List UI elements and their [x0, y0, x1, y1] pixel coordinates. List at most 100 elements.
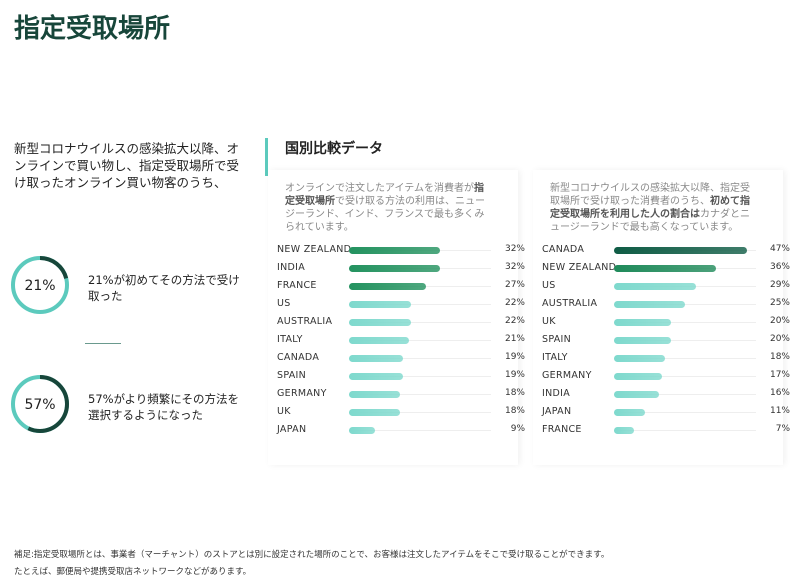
- bar: [349, 427, 375, 434]
- value-label: 17%: [769, 370, 790, 380]
- category-label: GERMANY: [542, 370, 592, 381]
- bar: [349, 247, 440, 254]
- category-label: FRANCE: [277, 280, 317, 291]
- bar: [614, 283, 697, 290]
- value-label: 9%: [510, 424, 525, 434]
- bar-track: [614, 430, 756, 431]
- bar-track: [614, 394, 756, 395]
- bar: [614, 265, 717, 272]
- category-label: AUSTRALIA: [277, 316, 333, 327]
- donut: 57%: [11, 375, 69, 433]
- value-label: 18%: [504, 388, 525, 398]
- category-label: UK: [277, 406, 291, 417]
- subtitle-part: 新型コロナウイルスの感染拡大以降、指定受取場所で受け取った消費者のうち、: [550, 183, 750, 207]
- bar: [349, 391, 401, 398]
- value-label: 32%: [504, 262, 525, 272]
- donut-arc: [11, 256, 69, 314]
- bar-track: [349, 394, 491, 395]
- value-label: 27%: [504, 280, 525, 290]
- category-label: NEW ZEALAND: [277, 244, 352, 255]
- category-label: NEW ZEALAND: [542, 262, 617, 273]
- donut-label: 21%: [24, 278, 55, 294]
- subtitle-part: 初めて指定受取場所を利用した人の割合は: [550, 196, 750, 220]
- footnote: 補足:指定受取場所とは、事業者（マーチャント）のストアとは別に設定された場所のこ…: [14, 550, 610, 560]
- bar: [614, 247, 748, 254]
- chart-subtitle: 新型コロナウイルスの感染拡大以降、指定受取場所で受け取った消費者のうち、初めて指…: [550, 182, 750, 234]
- bar: [349, 355, 403, 362]
- bar: [349, 301, 412, 308]
- category-label: SPAIN: [277, 370, 307, 381]
- category-label: ITALY: [277, 334, 303, 345]
- value-label: 47%: [769, 244, 790, 254]
- subtitle-part: で受け取る方法の利用は、ニュージーランド、インド、フランスで最も多くみられていま…: [285, 196, 485, 233]
- bar: [614, 427, 634, 434]
- bar-track: [349, 430, 491, 431]
- category-label: JAPAN: [542, 406, 572, 417]
- value-label: 11%: [769, 406, 790, 416]
- separator: [85, 343, 121, 344]
- bar: [614, 319, 671, 326]
- value-label: 36%: [769, 262, 790, 272]
- category-label: US: [277, 298, 291, 309]
- value-label: 22%: [504, 298, 525, 308]
- bar: [614, 337, 671, 344]
- bar-track: [349, 358, 491, 359]
- bar-track: [614, 304, 756, 305]
- bar: [349, 373, 403, 380]
- value-label: 22%: [504, 316, 525, 326]
- bar: [614, 373, 663, 380]
- bar-track: [349, 322, 491, 323]
- donut: 21%: [11, 256, 69, 314]
- subtitle-part: カナダとニュージーランドで最も高くなっています。: [550, 209, 750, 233]
- bar: [349, 283, 426, 290]
- footnote: たとえば、郵便局や提携受取店ネットワークなどがあります。: [14, 567, 252, 577]
- intro-text: 新型コロナウイルスの感染拡大以降、オンラインで買い物し、指定受取場所で受け取った…: [14, 141, 240, 190]
- bar-track: [614, 358, 756, 359]
- category-label: FRANCE: [542, 424, 582, 435]
- bar: [349, 265, 440, 272]
- value-label: 18%: [504, 406, 525, 416]
- bar: [349, 319, 412, 326]
- category-label: AUSTRALIA: [542, 298, 598, 309]
- category-label: ITALY: [542, 352, 568, 363]
- value-label: 16%: [769, 388, 790, 398]
- donut-caption: 57%がより頻繁にその方法を選択するようになった: [88, 392, 240, 422]
- page-title: 指定受取場所: [14, 14, 171, 44]
- bar-track: [349, 340, 491, 341]
- bar: [349, 409, 401, 416]
- donut-label: 57%: [24, 397, 55, 413]
- section-title: 国別比較データ: [285, 141, 383, 157]
- bar-track: [614, 412, 756, 413]
- bar-track: [349, 376, 491, 377]
- value-label: 18%: [769, 352, 790, 362]
- bar: [614, 409, 646, 416]
- category-label: INDIA: [542, 388, 571, 399]
- bar: [349, 337, 409, 344]
- category-label: US: [542, 280, 556, 291]
- value-label: 20%: [769, 334, 790, 344]
- bar: [614, 391, 660, 398]
- donut-caption: 21%が初めてその方法で受け取った: [88, 273, 240, 303]
- category-label: INDIA: [277, 262, 306, 273]
- category-label: CANADA: [542, 244, 585, 255]
- value-label: 19%: [504, 352, 525, 362]
- value-label: 29%: [769, 280, 790, 290]
- category-label: GERMANY: [277, 388, 327, 399]
- value-label: 7%: [775, 424, 790, 434]
- bar: [614, 301, 685, 308]
- category-label: JAPAN: [277, 424, 307, 435]
- category-label: SPAIN: [542, 334, 572, 345]
- subtitle-part: 指定受取場所: [285, 183, 484, 207]
- value-label: 25%: [769, 298, 790, 308]
- bar-track: [614, 340, 756, 341]
- accent-bar: [265, 138, 268, 176]
- value-label: 32%: [504, 244, 525, 254]
- bar-track: [349, 412, 491, 413]
- value-label: 21%: [504, 334, 525, 344]
- value-label: 20%: [769, 316, 790, 326]
- bar-track: [614, 376, 756, 377]
- bar: [614, 355, 666, 362]
- bar-track: [349, 304, 491, 305]
- donut-arc: [11, 375, 69, 433]
